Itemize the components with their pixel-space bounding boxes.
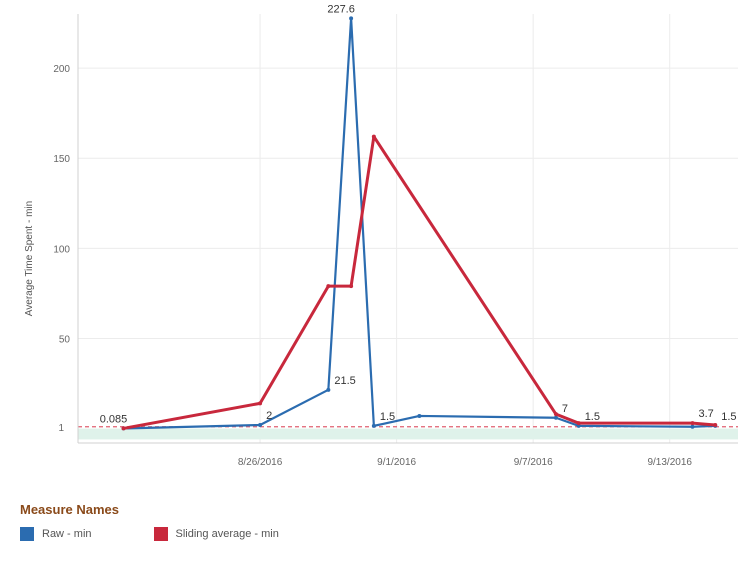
legend-items: Raw - min Sliding average - min bbox=[20, 527, 279, 541]
series-line-sliding bbox=[123, 135, 716, 430]
data-point-sliding bbox=[349, 284, 354, 289]
legend: Measure Names Raw - min Sliding average … bbox=[20, 502, 279, 541]
x-tick-label: 9/1/2016 bbox=[377, 457, 416, 468]
legend-swatch-raw bbox=[20, 527, 34, 541]
y-tick-label: 50 bbox=[59, 334, 71, 345]
x-tick-label: 9/7/2016 bbox=[514, 457, 553, 468]
data-point-sliding bbox=[713, 422, 718, 427]
data-point-raw bbox=[371, 423, 376, 428]
x-tick-label: 9/13/2016 bbox=[647, 457, 692, 468]
reference-line-label: 1 bbox=[58, 423, 64, 434]
legend-item-raw[interactable]: Raw - min bbox=[20, 527, 92, 541]
data-point-sliding bbox=[121, 426, 126, 431]
series-layer bbox=[121, 16, 718, 431]
grid bbox=[78, 14, 738, 443]
legend-title: Measure Names bbox=[20, 502, 119, 517]
y-tick-label: 200 bbox=[53, 64, 70, 75]
data-point-raw bbox=[326, 387, 331, 392]
data-label: 1.5 bbox=[721, 411, 736, 423]
data-point-raw bbox=[417, 413, 422, 418]
legend-label-sliding: Sliding average - min bbox=[175, 528, 279, 540]
data-label: 0.085 bbox=[100, 413, 128, 425]
data-label: 21.5 bbox=[334, 375, 355, 387]
legend-label-raw: Raw - min bbox=[42, 528, 92, 540]
data-label: 1.5 bbox=[585, 411, 600, 423]
x-tick-label: 8/26/2016 bbox=[238, 457, 283, 468]
baseline-band bbox=[78, 428, 738, 440]
y-tick-label: 100 bbox=[53, 244, 70, 255]
data-label: 7 bbox=[562, 403, 568, 415]
data-point-raw bbox=[258, 422, 263, 427]
data-point-sliding bbox=[576, 421, 581, 426]
data-label: 227.6 bbox=[327, 3, 355, 15]
data-label: 1.5 bbox=[380, 411, 395, 423]
y-tick-label: 150 bbox=[53, 154, 70, 165]
legend-item-sliding[interactable]: Sliding average - min bbox=[153, 527, 279, 541]
line-chart: 1 50 100 150 200 8/26/2016 9/1/2016 9/7/2016 9/… bbox=[24, 3, 738, 468]
data-label: 3.7 bbox=[698, 408, 713, 420]
data-point-sliding bbox=[326, 284, 331, 289]
data-point-raw bbox=[349, 16, 354, 21]
reference-line-layer: 1 bbox=[58, 423, 738, 434]
data-point-raw bbox=[690, 424, 695, 429]
data-point-sliding bbox=[258, 401, 263, 406]
series-line-raw bbox=[123, 17, 716, 430]
data-point-sliding bbox=[553, 412, 558, 417]
legend-swatch-sliding bbox=[153, 527, 168, 541]
y-axis-title: Average Time Spent - min bbox=[24, 201, 35, 316]
data-label: 2 bbox=[266, 410, 272, 422]
data-point-raw bbox=[553, 415, 558, 420]
data-point-sliding bbox=[371, 134, 376, 139]
data-labels: 0.085 2 21.5 227.6 1.5 7 1.5 1.5 3.7 bbox=[100, 3, 737, 425]
baseline-band-rect bbox=[78, 428, 738, 440]
data-point-sliding bbox=[690, 421, 695, 426]
axes: 50 100 150 200 8/26/2016 9/1/2016 9/7/2016 9/13… bbox=[24, 14, 738, 468]
